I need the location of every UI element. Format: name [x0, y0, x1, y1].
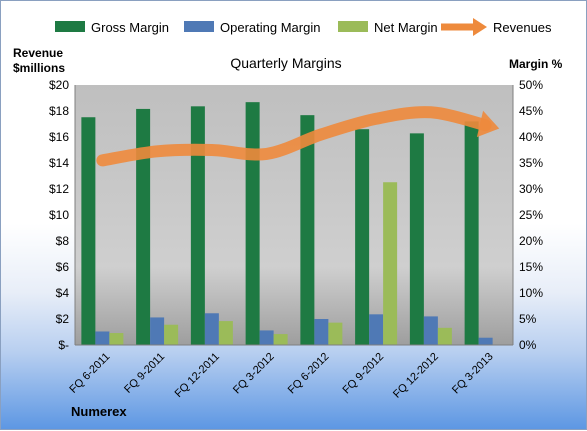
- bar-net-margin-1: [164, 324, 179, 345]
- left-axis-label-line1: Revenue: [13, 46, 63, 60]
- bar-operating-margin-4: [314, 319, 329, 345]
- legend-label-revenues: Revenues: [493, 20, 552, 35]
- legend-swatch-operating-margin: [184, 21, 214, 32]
- right-tick-label: 5%: [519, 312, 537, 326]
- bar-gross-margin-6: [409, 133, 424, 345]
- bar-net-margin-6: [437, 327, 452, 345]
- bar-gross-margin-3: [245, 102, 260, 345]
- bar-operating-margin-6: [423, 316, 438, 345]
- x-category-label: FQ 6-2012: [286, 351, 332, 397]
- right-tick-label: 15%: [519, 260, 543, 274]
- left-tick-label: $8: [56, 234, 70, 248]
- bar-operating-margin-2: [204, 313, 219, 345]
- right-tick-label: 40%: [519, 130, 543, 144]
- bar-gross-margin-0: [81, 117, 96, 346]
- legend-label-net-margin: Net Margin: [374, 20, 438, 35]
- bar-gross-margin-5: [355, 129, 370, 345]
- left-tick-label: $10: [49, 208, 69, 222]
- x-category-label: FQ 3-2013: [450, 351, 496, 397]
- bar-net-margin-2: [218, 321, 233, 345]
- x-category-label: FQ 3-2012: [231, 351, 277, 397]
- x-category-label: FQ 9-2011: [122, 351, 167, 396]
- chart-title: Quarterly Margins: [230, 55, 341, 71]
- right-tick-label: 35%: [519, 156, 543, 170]
- left-tick-label: $14: [49, 156, 69, 170]
- right-tick-label: 20%: [519, 234, 543, 248]
- legend-arrow-revenues: [473, 18, 487, 36]
- left-tick-label: $18: [49, 104, 69, 118]
- bar-net-margin-0: [109, 333, 124, 345]
- right-tick-label: 45%: [519, 104, 543, 118]
- bar-operating-margin-5: [369, 314, 384, 345]
- bar-gross-margin-2: [190, 106, 205, 345]
- bar-operating-margin-7: [478, 337, 493, 345]
- right-tick-label: 30%: [519, 182, 543, 196]
- left-tick-label: $2: [56, 312, 70, 326]
- left-tick-label: $4: [56, 286, 70, 300]
- x-category-label: FQ 12-2012: [391, 351, 441, 401]
- right-tick-label: 50%: [519, 78, 543, 92]
- right-axis-label: Margin %: [509, 57, 563, 71]
- left-tick-label: $6: [56, 260, 70, 274]
- legend-label-operating-margin: Operating Margin: [220, 20, 320, 35]
- x-category-label: FQ 6-2011: [67, 351, 112, 396]
- left-tick-label: $20: [49, 78, 69, 92]
- right-tick-label: 0%: [519, 338, 537, 352]
- bar-gross-margin-7: [464, 121, 479, 346]
- left-axis-label-line2: $millions: [13, 61, 65, 75]
- bar-gross-margin-4: [300, 115, 315, 345]
- legend-label-gross-margin: Gross Margin: [91, 20, 169, 35]
- bar-net-margin-4: [328, 322, 343, 345]
- bar-net-margin-5: [383, 182, 398, 345]
- bar-operating-margin-3: [259, 330, 274, 345]
- right-tick-label: 25%: [519, 208, 543, 222]
- legend-swatch-net-margin: [338, 21, 368, 32]
- left-tick-label: $16: [49, 130, 69, 144]
- bar-operating-margin-0: [95, 331, 110, 345]
- legend-swatch-gross-margin: [55, 21, 85, 32]
- revenues-arrowhead: [476, 110, 500, 138]
- x-category-label: FQ 9-2012: [341, 351, 387, 397]
- company-label: Numerex: [71, 404, 127, 419]
- x-category-label: FQ 12-2011: [173, 351, 222, 400]
- bar-gross-margin-1: [136, 108, 151, 345]
- revenues-line: [96, 106, 492, 167]
- left-tick-label: $12: [49, 182, 69, 196]
- bar-operating-margin-1: [150, 317, 165, 345]
- left-tick-label: $-: [58, 338, 69, 352]
- bar-net-margin-3: [273, 334, 288, 345]
- right-tick-label: 10%: [519, 286, 543, 300]
